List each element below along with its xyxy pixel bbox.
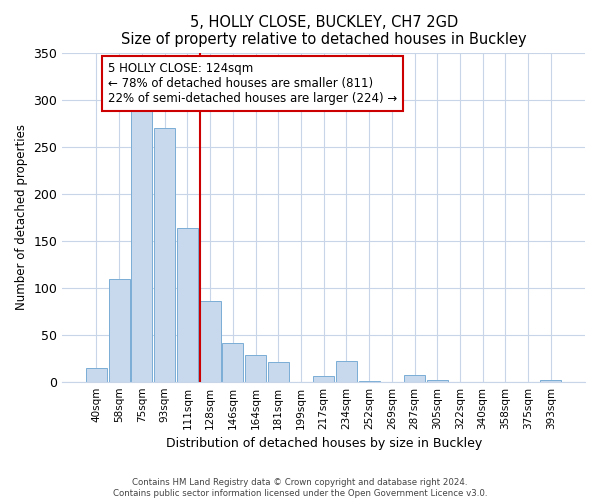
Bar (177, 228, 198, 382)
Bar (268, 362, 289, 382)
Text: Contains HM Land Registry data © Crown copyright and database right 2024.
Contai: Contains HM Land Registry data © Crown c… (113, 478, 487, 498)
Bar (200, 301, 221, 382)
X-axis label: Distribution of detached houses by size in Buckley: Distribution of detached houses by size … (166, 437, 482, 450)
Y-axis label: Number of detached properties: Number of detached properties (15, 124, 28, 310)
Bar (359, 380, 380, 382)
Bar (86, 368, 107, 382)
Bar (336, 361, 357, 382)
Bar (313, 376, 334, 382)
Bar (245, 356, 266, 382)
Bar (223, 343, 243, 382)
Bar (541, 380, 561, 382)
Title: 5, HOLLY CLOSE, BUCKLEY, CH7 2GD
Size of property relative to detached houses in: 5, HOLLY CLOSE, BUCKLEY, CH7 2GD Size of… (121, 15, 526, 48)
Bar (109, 279, 130, 382)
Bar (427, 380, 448, 382)
Text: 5 HOLLY CLOSE: 124sqm
← 78% of detached houses are smaller (811)
22% of semi-det: 5 HOLLY CLOSE: 124sqm ← 78% of detached … (108, 62, 397, 105)
Bar (154, 128, 175, 382)
Bar (404, 375, 425, 382)
Bar (131, 107, 152, 382)
